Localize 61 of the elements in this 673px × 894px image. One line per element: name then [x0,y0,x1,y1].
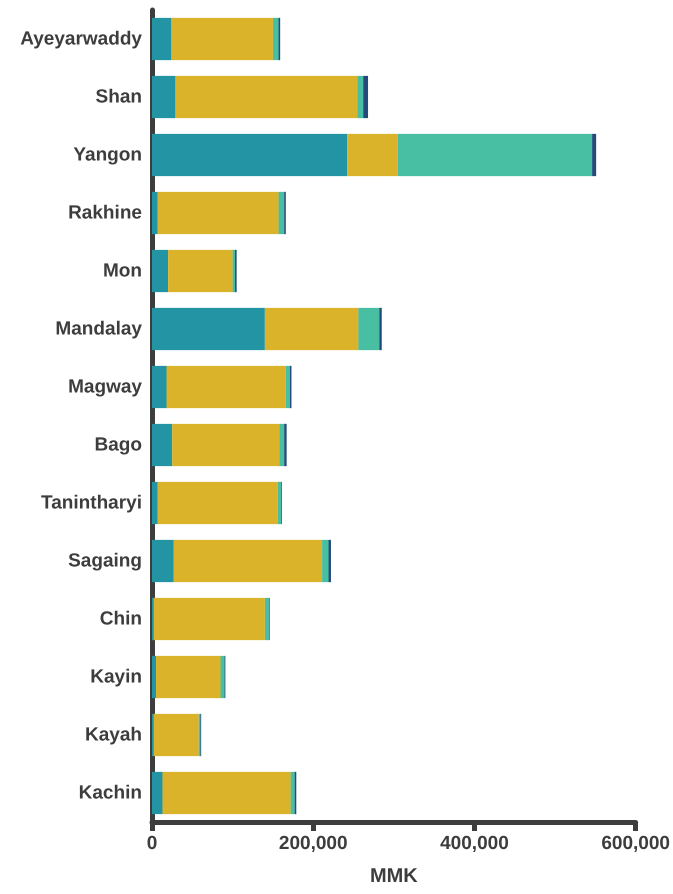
x-tick-label: 600,000 [601,833,670,854]
x-tick-label: 200,000 [278,833,348,854]
bar [172,424,280,466]
x-tick-label: 400,000 [440,833,509,854]
y-tick-label: Sagaing [68,550,142,572]
bar [592,134,596,176]
y-tick-label: Mandalay [55,318,142,340]
x-tick-label: 0 [146,833,158,854]
bar [152,366,167,408]
bar [363,76,368,118]
y-tick-label: Mon [102,260,142,282]
bar [154,598,265,640]
y-tick-label: Bago [94,434,142,456]
bar [166,366,286,408]
y-tick-label: Kayah [84,724,142,746]
bar [152,772,162,814]
bar [152,76,176,118]
bar [232,250,236,292]
bar [154,714,199,756]
bar [152,482,158,524]
bar [278,482,281,524]
bar [162,772,291,814]
bar [398,134,592,176]
bar [158,192,279,234]
bar [156,656,221,698]
y-tick-label: Shan [96,86,142,108]
bar [152,134,348,176]
bar [358,308,380,350]
bar [264,308,358,350]
y-tick-label: Rakhine [68,202,142,224]
bar [220,656,225,698]
bar [272,18,279,60]
bar [286,366,290,408]
bar [152,656,156,698]
bar [152,308,265,350]
y-tick-label: Kachin [78,782,142,804]
bar [175,76,358,118]
bar [168,250,233,292]
y-tick-label: Tanintharyi [41,492,142,514]
y-tick-label: Yangon [73,144,142,166]
bar [171,18,273,60]
bar [152,424,172,466]
bar [152,250,168,292]
bar [358,76,364,118]
bar [152,540,174,582]
bar [152,192,158,234]
bar [278,192,284,234]
y-tick-label: Ayeyarwaddy [20,28,142,50]
bar [264,598,269,640]
bar [322,540,329,582]
x-axis-title: MMK [370,865,418,887]
bar [158,482,278,524]
bar [279,424,284,466]
bar [290,772,295,814]
y-tick-label: Kayin [90,666,142,688]
bar [152,18,172,60]
y-tick-label: Magway [68,376,142,398]
bar [284,424,287,466]
bar [347,134,398,176]
bar [174,540,322,582]
y-tick-label: Chin [100,608,142,630]
